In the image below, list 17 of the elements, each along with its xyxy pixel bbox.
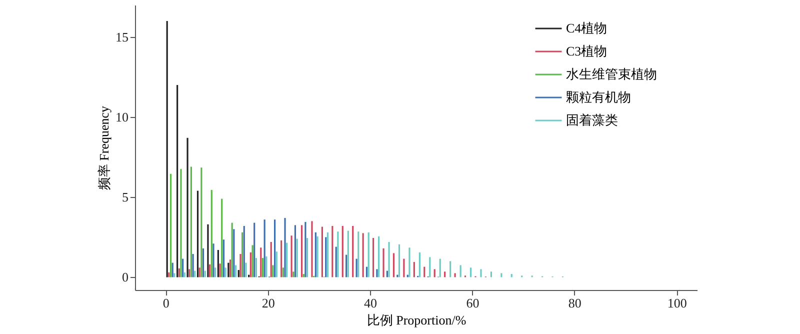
legend-label: 颗粒有机物 <box>566 90 631 104</box>
y-tick-label: 15 <box>116 30 128 45</box>
x-tick-label: 40 <box>364 296 378 310</box>
y-tick-label: 10 <box>116 110 128 125</box>
y-tick-label: 0 <box>122 270 128 285</box>
x-axis-title: 比例 Proportion/% <box>366 312 466 328</box>
legend-label: 固着藻类 <box>566 112 618 128</box>
legend-label: C4植物 <box>566 20 608 36</box>
x-tick-label: 0 <box>162 296 170 310</box>
y-axis-title: 频率 Frequency <box>96 105 112 190</box>
x-tick-label: 20 <box>262 296 275 310</box>
x-tick-label: 100 <box>667 296 687 310</box>
legend-label: 水生维管束植物 <box>566 66 657 82</box>
x-tick-label: 60 <box>466 296 480 310</box>
y-tick-label: 5 <box>122 190 128 205</box>
x-tick-label: 80 <box>568 296 582 310</box>
legend-label: C3植物 <box>566 44 608 58</box>
